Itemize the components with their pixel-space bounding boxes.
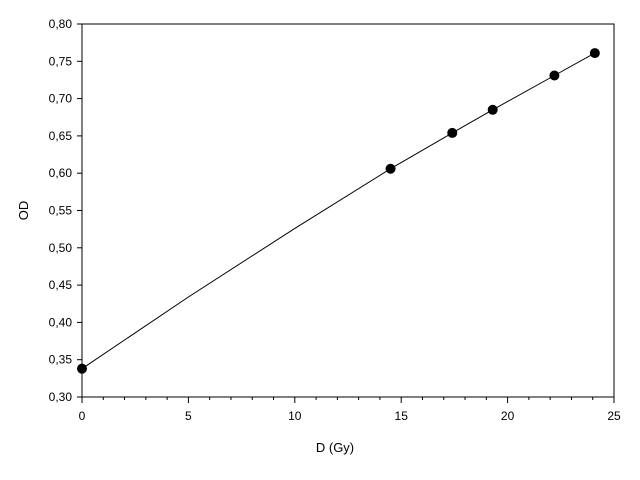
data-point <box>487 104 498 115</box>
plot-area <box>81 23 615 398</box>
y-tick-label: 0,30 <box>49 390 73 404</box>
fit-curve <box>81 52 596 370</box>
data-point <box>549 70 560 81</box>
data-point <box>589 48 600 59</box>
x-tick-label: 20 <box>501 409 515 423</box>
x-axis: 0 5 10 15 20 25 <box>79 397 621 423</box>
y-tick-label: 0,40 <box>49 315 73 329</box>
y-tick-label: 0,60 <box>49 166 73 180</box>
x-tick-label: 5 <box>185 409 192 423</box>
y-axis: 0,30 0,35 0,40 0,45 0,50 0,55 0,60 0,65 0,70 0,75… <box>49 17 82 404</box>
y-tick-label: 0,50 <box>49 241 73 255</box>
data-point <box>77 363 87 374</box>
x-tick-label: 10 <box>288 409 302 423</box>
y-tick-label: 0,35 <box>49 353 73 367</box>
y-tick-label: 0,75 <box>49 54 73 68</box>
x-tick-label: 15 <box>395 409 409 423</box>
x-tick-label: 0 <box>79 409 86 423</box>
plot-frame <box>81 23 615 398</box>
y-tick-label: 0,55 <box>49 204 73 218</box>
y-tick-label: 0,70 <box>49 92 73 106</box>
data-points-group <box>77 48 600 374</box>
fit-curve-group <box>81 52 596 370</box>
x-tick-label: 25 <box>607 409 621 423</box>
y-tick-label: 0,80 <box>49 17 73 31</box>
data-point <box>385 163 396 174</box>
y-axis-title: OD <box>16 201 31 221</box>
y-tick-label: 0,65 <box>49 129 73 143</box>
data-point <box>447 127 458 138</box>
y-tick-label: 0,45 <box>49 278 73 292</box>
x-axis-title: D (Gy) <box>316 440 354 455</box>
